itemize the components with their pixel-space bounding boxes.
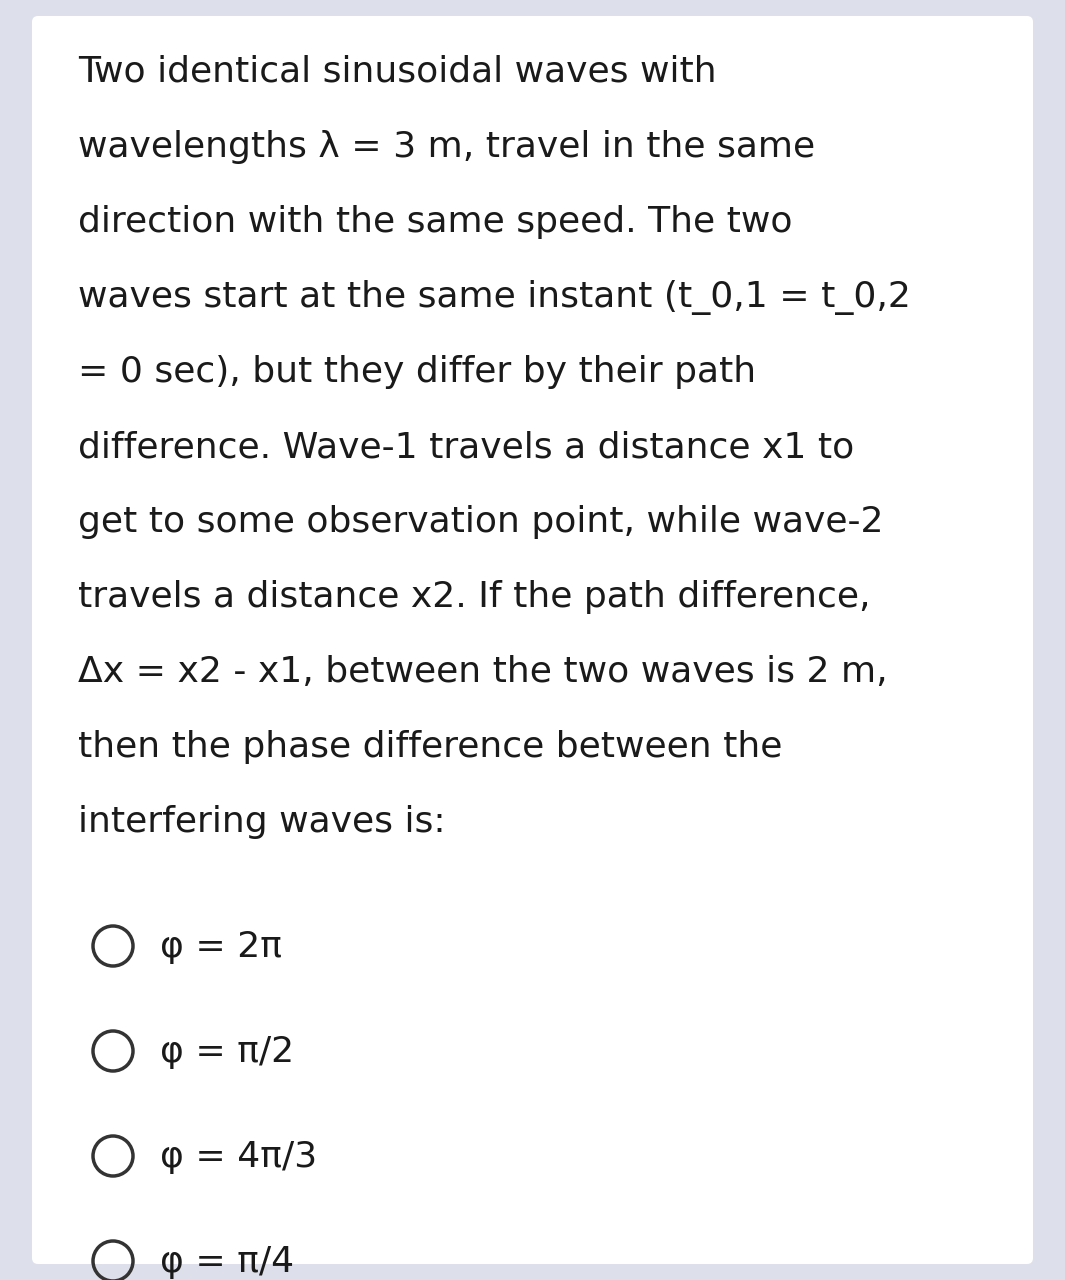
Text: travels a distance x2. If the path difference,: travels a distance x2. If the path diffe… (78, 580, 870, 614)
Text: interfering waves is:: interfering waves is: (78, 805, 445, 838)
Text: difference. Wave-1 travels a distance x1 to: difference. Wave-1 travels a distance x1… (78, 430, 854, 463)
Text: waves start at the same instant (t_0,1 = t_0,2: waves start at the same instant (t_0,1 =… (78, 280, 911, 315)
Text: Two identical sinusoidal waves with: Two identical sinusoidal waves with (78, 55, 717, 90)
Text: φ = π/4: φ = π/4 (160, 1245, 294, 1279)
Text: then the phase difference between the: then the phase difference between the (78, 730, 783, 764)
Text: φ = 4π/3: φ = 4π/3 (160, 1140, 317, 1174)
Text: φ = π/2: φ = π/2 (160, 1036, 294, 1069)
Text: φ = 2π: φ = 2π (160, 931, 282, 964)
Text: direction with the same speed. The two: direction with the same speed. The two (78, 205, 792, 239)
Text: get to some observation point, while wave-2: get to some observation point, while wav… (78, 506, 884, 539)
Text: Δx = x2 - x1, between the two waves is 2 m,: Δx = x2 - x1, between the two waves is 2… (78, 655, 887, 689)
FancyBboxPatch shape (32, 15, 1033, 1265)
Text: = 0 sec), but they differ by their path: = 0 sec), but they differ by their path (78, 355, 756, 389)
Text: wavelengths λ = 3 m, travel in the same: wavelengths λ = 3 m, travel in the same (78, 131, 815, 164)
